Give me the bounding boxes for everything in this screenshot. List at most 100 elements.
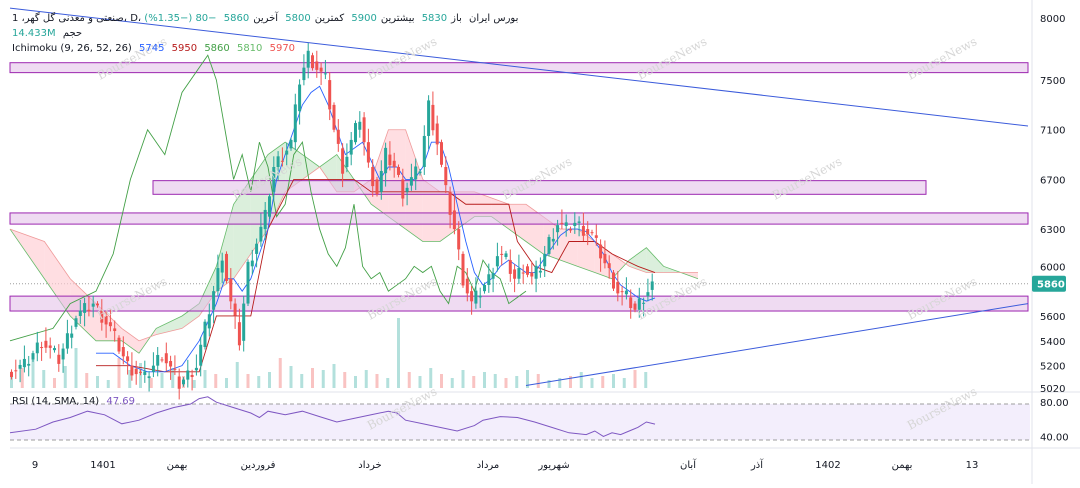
- time-tick-label: مرداد: [477, 460, 500, 471]
- candle-body: [440, 142, 443, 165]
- candle-body: [624, 290, 628, 295]
- kijun-sen-line: [96, 178, 656, 373]
- rsi-label[interactable]: RSI (14, SMA, 14): [12, 396, 100, 407]
- candle-body: [216, 268, 220, 292]
- candle-body: [435, 123, 439, 145]
- volume-bar: [160, 373, 164, 388]
- candle-body: [461, 253, 465, 286]
- candle-body: [607, 263, 611, 269]
- close-value: 5860: [223, 13, 250, 24]
- candle-body: [143, 371, 147, 375]
- volume-bar: [364, 370, 368, 388]
- candle-body: [629, 297, 633, 309]
- volume-bars: [10, 318, 648, 388]
- price-tick-label: 6300: [1040, 225, 1065, 236]
- candle-body: [250, 260, 254, 267]
- candle-body: [87, 309, 91, 312]
- candle-body: [151, 365, 155, 372]
- legend-line-1: صنعتی و معدنی گل گهر، 1، D، بورس ایران ب…: [12, 13, 522, 24]
- candle-body: [173, 368, 177, 370]
- candle-body: [130, 365, 134, 376]
- volume-bar: [289, 366, 293, 388]
- candle-body: [121, 347, 125, 357]
- candle-body: [388, 154, 392, 166]
- candle-body: [521, 272, 525, 274]
- cloud-segment: [629, 247, 647, 273]
- rsi-line: [9, 396, 656, 437]
- legend-line-3: Ichimoku (9, 26, 52, 26) 5745 5950 5860 …: [12, 43, 299, 54]
- rsi-value: 47.69: [106, 396, 136, 407]
- volume-bar: [235, 362, 239, 388]
- high-label: بیشترین: [380, 13, 415, 24]
- candle-body: [526, 266, 529, 275]
- candle-body: [431, 104, 435, 131]
- volume-label: حجم: [62, 28, 83, 39]
- price-zone: [152, 180, 927, 195]
- last-price-label: 5860: [1037, 280, 1065, 291]
- cloud-segment: [139, 328, 157, 354]
- open-value: 5830: [421, 13, 448, 24]
- volume-bar: [171, 368, 175, 388]
- candle-body: [280, 160, 284, 162]
- candle-body: [139, 371, 142, 373]
- candle-body: [147, 376, 151, 379]
- cloud-segment: [612, 253, 630, 279]
- price-zone: [9, 212, 1029, 225]
- ichimoku-kijun-value: 5950: [171, 43, 198, 54]
- time-tick-label: آذر: [750, 458, 764, 471]
- price-zone: [9, 295, 1029, 312]
- volume-bar: [343, 372, 347, 388]
- cloud-segment: [302, 154, 320, 180]
- candle-body: [491, 273, 495, 279]
- candle-body: [349, 139, 353, 155]
- price-tick-label: 7100: [1040, 126, 1065, 137]
- candle-body: [427, 100, 431, 136]
- candles: [10, 42, 654, 400]
- volume-bar: [332, 364, 336, 388]
- volume-bar: [149, 378, 153, 388]
- candle-body: [199, 344, 203, 366]
- candle-body: [10, 371, 13, 378]
- candle-body: [22, 358, 26, 368]
- candle-body: [61, 348, 65, 360]
- volume-bar: [569, 376, 572, 388]
- volume-bar: [53, 378, 56, 388]
- volume-bar: [558, 378, 562, 388]
- senkou-span-a-line: [9, 141, 699, 354]
- candle-body: [104, 315, 108, 325]
- candle-body: [328, 80, 332, 110]
- open-label: باز: [451, 13, 462, 24]
- candle-body: [237, 322, 241, 346]
- volume-bar: [10, 376, 13, 388]
- candle-body: [65, 333, 69, 349]
- candle-body: [113, 328, 117, 332]
- candle-body: [452, 210, 456, 230]
- candle-body: [160, 359, 164, 361]
- candle-body: [405, 187, 409, 192]
- candle-body: [246, 261, 250, 304]
- candle-body: [177, 376, 181, 389]
- candle-body: [444, 166, 448, 186]
- ichimoku-label[interactable]: Ichimoku (9, 26, 52, 26): [12, 43, 132, 54]
- candle-body: [508, 260, 512, 274]
- price-tick-label: 6700: [1040, 175, 1065, 186]
- candle-body: [306, 50, 310, 68]
- axes[interactable]: 8000 7500 7100 6700 6300 6000 5600 5400 5200 5020…: [32, 14, 1069, 471]
- legend-line-2: 14.433M حجم: [12, 28, 86, 39]
- symbol-name[interactable]: صنعتی و معدنی گل گهر، 1، D، بورس ایران: [12, 13, 519, 24]
- volume-bar: [128, 370, 132, 388]
- volume-bar: [214, 374, 218, 388]
- volume-bar: [450, 378, 454, 388]
- rsi-pane: [9, 396, 656, 437]
- candle-body: [14, 370, 18, 372]
- candle-body: [487, 274, 491, 285]
- candle-body: [483, 284, 486, 292]
- volume-bar: [386, 378, 390, 388]
- volume-bar: [300, 374, 304, 388]
- candle-body: [336, 129, 340, 144]
- candle-body: [186, 370, 190, 380]
- candle-body: [379, 170, 383, 192]
- candle-body: [70, 333, 74, 338]
- candle-body: [40, 347, 44, 349]
